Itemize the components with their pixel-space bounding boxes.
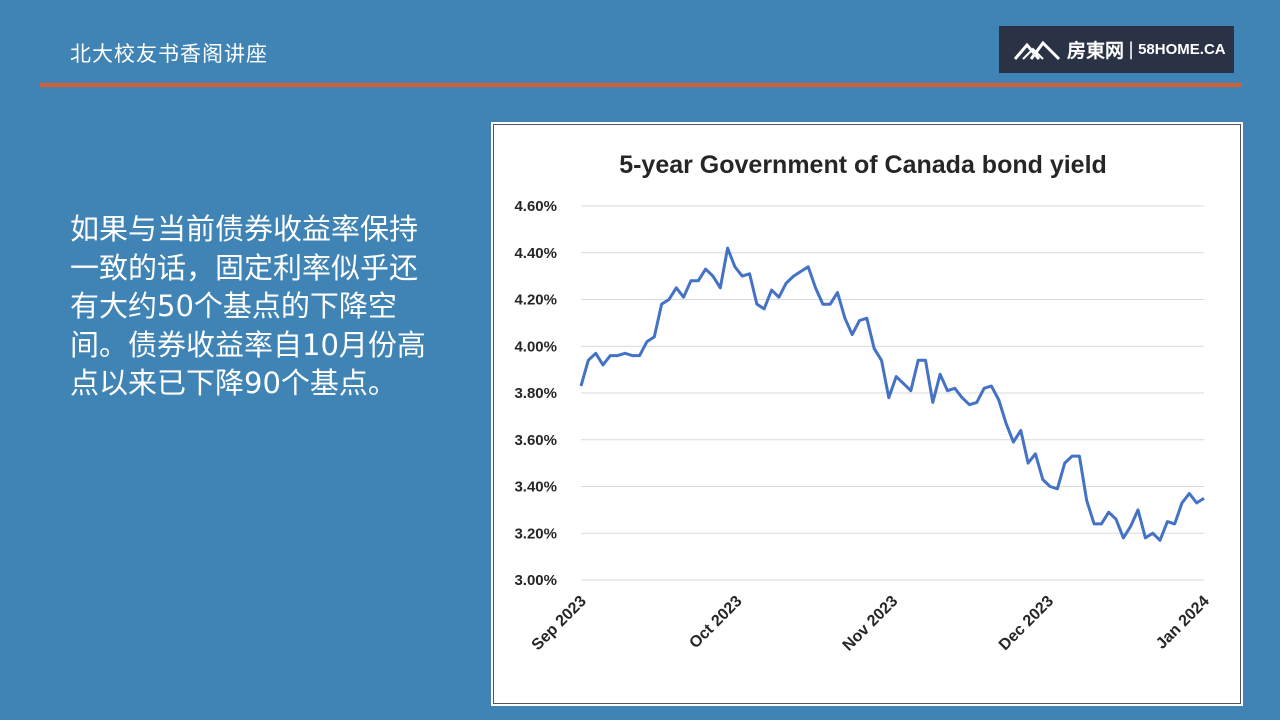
- y-tick-label: 4.40%: [514, 245, 557, 262]
- chart-svg: 5-year Government of Canada bond yield 3…: [514, 151, 1213, 655]
- header-title: 北大校友书香阁讲座: [70, 42, 268, 66]
- site-logo[interactable]: 房東网 | 58HOME.CA: [999, 26, 1234, 73]
- y-tick-label: 3.20%: [514, 525, 557, 542]
- logo-english-text: 58HOME.CA: [1138, 41, 1226, 58]
- logo-separator: |: [1128, 39, 1135, 60]
- y-tick-label: 4.00%: [514, 338, 557, 355]
- y-tick-label: 3.60%: [514, 432, 557, 449]
- house-logo-icon: [1013, 40, 1061, 60]
- y-tick-label: 4.60%: [514, 198, 557, 215]
- x-tick-label: Jan 2024: [1153, 593, 1213, 653]
- y-tick-label: 4.20%: [514, 292, 557, 309]
- logo-chinese-text: 房東网: [1067, 40, 1125, 62]
- x-tick-label: Dec 2023: [996, 593, 1057, 654]
- bond-yield-chart: 5-year Government of Canada bond yield 3…: [493, 124, 1241, 704]
- header-divider: [40, 83, 1242, 87]
- y-tick-label: 3.00%: [514, 572, 557, 589]
- chart-title: 5-year Government of Canada bond yield: [619, 151, 1107, 179]
- body-paragraph: 如果与当前债券收益率保持一致的话，固定利率似乎还有大约50个基点的下降空间。债券…: [70, 212, 426, 400]
- series-line: [579, 246, 1205, 542]
- x-tick-label: Sep 2023: [529, 593, 590, 654]
- y-tick-label: 3.80%: [514, 385, 557, 402]
- y-tick-label: 3.40%: [514, 479, 557, 496]
- x-tick-label: Nov 2023: [840, 593, 902, 655]
- x-tick-label: Oct 2023: [686, 593, 745, 652]
